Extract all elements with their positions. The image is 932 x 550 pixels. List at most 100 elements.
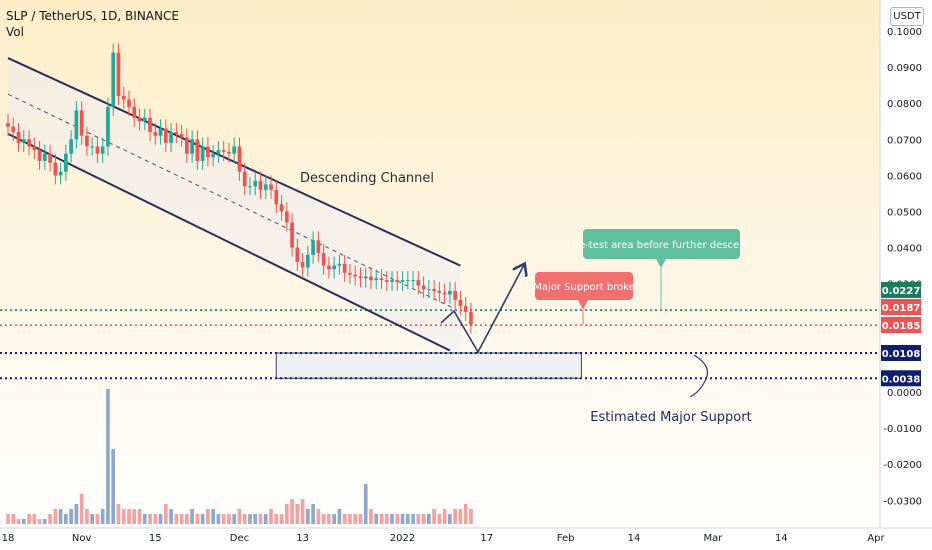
price-badge <box>881 317 921 333</box>
volume-bar <box>353 514 358 524</box>
candle-body <box>279 204 284 212</box>
volume-bar <box>458 509 463 524</box>
candle-body <box>453 290 457 300</box>
candle-body <box>58 171 63 176</box>
candle-body <box>390 280 394 282</box>
unit-label[interactable]: USDT <box>890 7 924 26</box>
candle-body <box>237 146 242 172</box>
candle-body <box>48 153 52 163</box>
support-zone[interactable] <box>275 352 582 379</box>
y-tick-label: 0.0600 <box>887 171 922 182</box>
candle-body <box>242 171 247 187</box>
volume-bar <box>469 509 473 524</box>
candle-body <box>353 274 358 277</box>
volume-bar <box>69 509 73 524</box>
candle-body <box>64 153 68 172</box>
candle-body <box>363 276 368 279</box>
volume-bar <box>453 509 457 524</box>
volume-bar <box>263 514 268 524</box>
volume-bar <box>311 504 315 524</box>
major-support-broke-callout-box <box>535 272 633 300</box>
volume-bar <box>290 499 294 524</box>
re-test-callout-pointer <box>656 259 666 268</box>
y-tick-label: -0.0100 <box>883 424 922 435</box>
volume-bar <box>227 514 231 524</box>
candle-body <box>32 146 37 151</box>
volume-bar <box>427 514 431 524</box>
y-tick-label: 0.0500 <box>887 208 922 219</box>
candle-body <box>411 280 415 282</box>
y-tick-label: 0.1000 <box>887 27 922 38</box>
volume-bar <box>79 494 84 524</box>
y-tick-label: 0.0000 <box>887 388 922 399</box>
candle-body <box>469 311 473 325</box>
candle-body <box>179 133 184 138</box>
candle-body <box>337 263 342 266</box>
candle-body <box>100 146 105 154</box>
y-tick-label: 0.0800 <box>887 99 922 110</box>
candle-body <box>358 276 363 279</box>
candle-body <box>79 110 84 136</box>
volume-bar <box>421 514 426 524</box>
channel-lower-line <box>7 132 451 352</box>
y-tick-label: -0.0300 <box>883 496 922 507</box>
y-tick-label: 0.0400 <box>887 244 922 255</box>
volume-bar <box>337 509 342 524</box>
candle-body <box>206 146 210 158</box>
axis-ticks: 0.1000 0.0900 0.0800 0.0700 0.0600 0.0500 0.04… <box>2 27 922 544</box>
channel-fill <box>8 58 461 356</box>
support-bracket <box>689 354 709 398</box>
volume-bar <box>216 514 221 524</box>
volume-bar <box>221 514 226 524</box>
candle-body <box>437 290 442 293</box>
candle-body <box>463 306 468 312</box>
volume-bar <box>127 509 131 524</box>
volume-bar <box>306 509 310 524</box>
volume-bar <box>32 514 37 524</box>
x-tick-label: Mar <box>703 533 723 544</box>
candle-body <box>274 189 279 205</box>
candle-body <box>148 117 152 133</box>
volume-bar <box>332 514 336 524</box>
annotations[interactable]: Descending Channel Major Support broke Re-… <box>300 171 752 425</box>
candle-body <box>342 263 347 273</box>
volume-bar <box>416 514 421 524</box>
volume-bar <box>374 514 379 524</box>
volume-bar <box>163 504 168 524</box>
volume-bar <box>116 504 121 524</box>
price-badge-text: 0.0108 <box>882 349 921 360</box>
candle-body <box>42 153 47 161</box>
volume-bar <box>390 514 394 524</box>
volume-bar <box>342 514 347 524</box>
estimated-major-support-label: Estimated Major Support <box>590 410 751 425</box>
candle-body <box>127 99 131 107</box>
candle-body <box>163 128 168 143</box>
volume-bar <box>106 389 110 524</box>
candle-body <box>232 146 237 154</box>
volume-bar <box>437 514 442 524</box>
candle-body <box>395 280 400 282</box>
symbol-title: SLP / TetherUS, 1D, BINANCE <box>6 9 179 23</box>
price-badge <box>881 299 921 315</box>
volume-bar <box>132 509 137 524</box>
candle-body <box>6 123 10 127</box>
candle-body <box>405 280 410 282</box>
x-tick-label: 13 <box>296 533 309 544</box>
volume-bar <box>16 519 21 524</box>
volume-bar <box>137 509 142 524</box>
volume-bar <box>242 514 247 524</box>
candle-body <box>121 95 126 100</box>
volume-bar <box>64 514 68 524</box>
volume-bar <box>379 514 384 524</box>
volume-bar <box>442 509 447 524</box>
candle-body <box>432 289 436 291</box>
candle-body <box>306 254 310 268</box>
volume-bars <box>6 389 473 524</box>
volume-bar <box>253 514 258 524</box>
candle-body <box>369 276 373 281</box>
volume-bar <box>148 514 152 524</box>
candle-body <box>295 247 300 263</box>
candles <box>6 43 473 334</box>
channel-area <box>8 58 461 356</box>
